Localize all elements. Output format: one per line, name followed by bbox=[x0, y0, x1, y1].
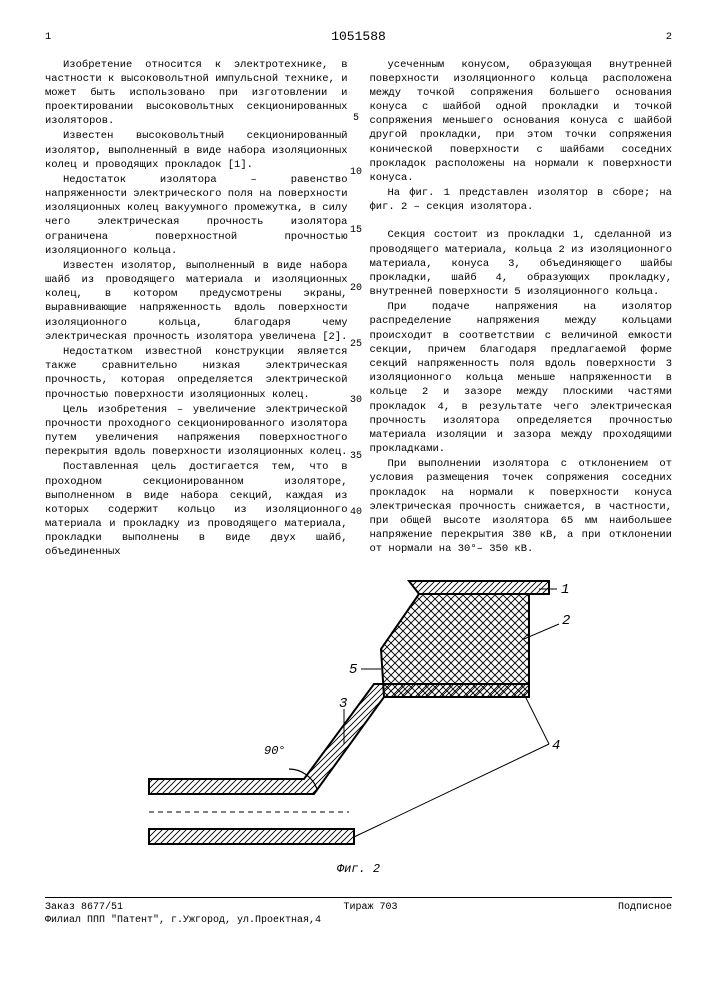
line-num: 5 bbox=[346, 112, 366, 126]
footer: Заказ 8677/51 Тираж 703 Подписное Филиал… bbox=[45, 897, 672, 928]
para: Недостаток изолятора – равенство напряже… bbox=[45, 173, 348, 258]
para: При подаче напряжения на изолятор распре… bbox=[370, 300, 673, 456]
footer-tirage: Тираж 703 bbox=[343, 901, 397, 915]
footer-branch: Филиал ППП "Патент", г.Ужгород, ул.Проек… bbox=[45, 914, 672, 928]
figure-label: Фиг. 2 bbox=[45, 861, 672, 877]
figure-2-svg: 90° 1 2 3 4 5 bbox=[119, 579, 599, 859]
ref-5: 5 bbox=[349, 662, 358, 678]
line-num: 40 bbox=[346, 506, 366, 520]
figure-2: 90° 1 2 3 4 5 Фиг. 2 bbox=[45, 579, 672, 877]
insulating-ring bbox=[381, 594, 529, 697]
para: Изобретение относится к электротехнике, … bbox=[45, 58, 348, 129]
page: 1 1051588 2 5 10 15 20 25 30 35 40 Изобр… bbox=[0, 0, 707, 1000]
para: На фиг. 1 представлен изолятор в сборе; … bbox=[370, 186, 673, 214]
top-flange bbox=[409, 581, 549, 594]
footer-rule bbox=[45, 897, 672, 898]
line-num: 30 bbox=[346, 394, 366, 408]
para: Недостатком известной конструкции являет… bbox=[45, 345, 348, 402]
para: Известен высоковольтный секционированный… bbox=[45, 129, 348, 172]
para: Секция состоит из прокладки 1, сделанной… bbox=[370, 228, 673, 299]
footer-order: Заказ 8677/51 bbox=[45, 901, 123, 915]
body-columns: Изобретение относится к электротехнике, … bbox=[45, 58, 672, 561]
left-column: Изобретение относится к электротехнике, … bbox=[45, 58, 348, 561]
para: Цель изобретения – увеличение электричес… bbox=[45, 403, 348, 460]
para: усеченным конусом, образующая внутренней… bbox=[370, 58, 673, 186]
para: Известен изолятор, выполненный в виде на… bbox=[45, 259, 348, 344]
line-num: 15 bbox=[346, 224, 366, 238]
line-num: 25 bbox=[346, 338, 366, 352]
footer-signed: Подписное bbox=[618, 901, 672, 915]
ref-2: 2 bbox=[562, 613, 570, 629]
right-column: усеченным конусом, образующая внутренней… bbox=[370, 58, 673, 561]
leader-4a bbox=[354, 744, 549, 837]
para: Поставленная цель достигается тем, что в… bbox=[45, 460, 348, 559]
line-num: 20 bbox=[346, 282, 366, 296]
line-num: 10 bbox=[346, 166, 366, 180]
bottom-washer bbox=[149, 829, 354, 844]
patent-number: 1051588 bbox=[51, 28, 665, 46]
leader-4b bbox=[524, 694, 549, 744]
header: 1 1051588 2 bbox=[45, 30, 672, 46]
para: При выполнении изолятора с отклонением о… bbox=[370, 457, 673, 556]
page-num-right: 2 bbox=[666, 30, 672, 46]
ref-4: 4 bbox=[552, 738, 560, 754]
footer-row-1: Заказ 8677/51 Тираж 703 Подписное bbox=[45, 901, 672, 915]
line-num: 35 bbox=[346, 450, 366, 464]
ref-1: 1 bbox=[561, 582, 569, 598]
ref-3: 3 bbox=[339, 696, 347, 712]
angle-label: 90° bbox=[264, 744, 286, 758]
